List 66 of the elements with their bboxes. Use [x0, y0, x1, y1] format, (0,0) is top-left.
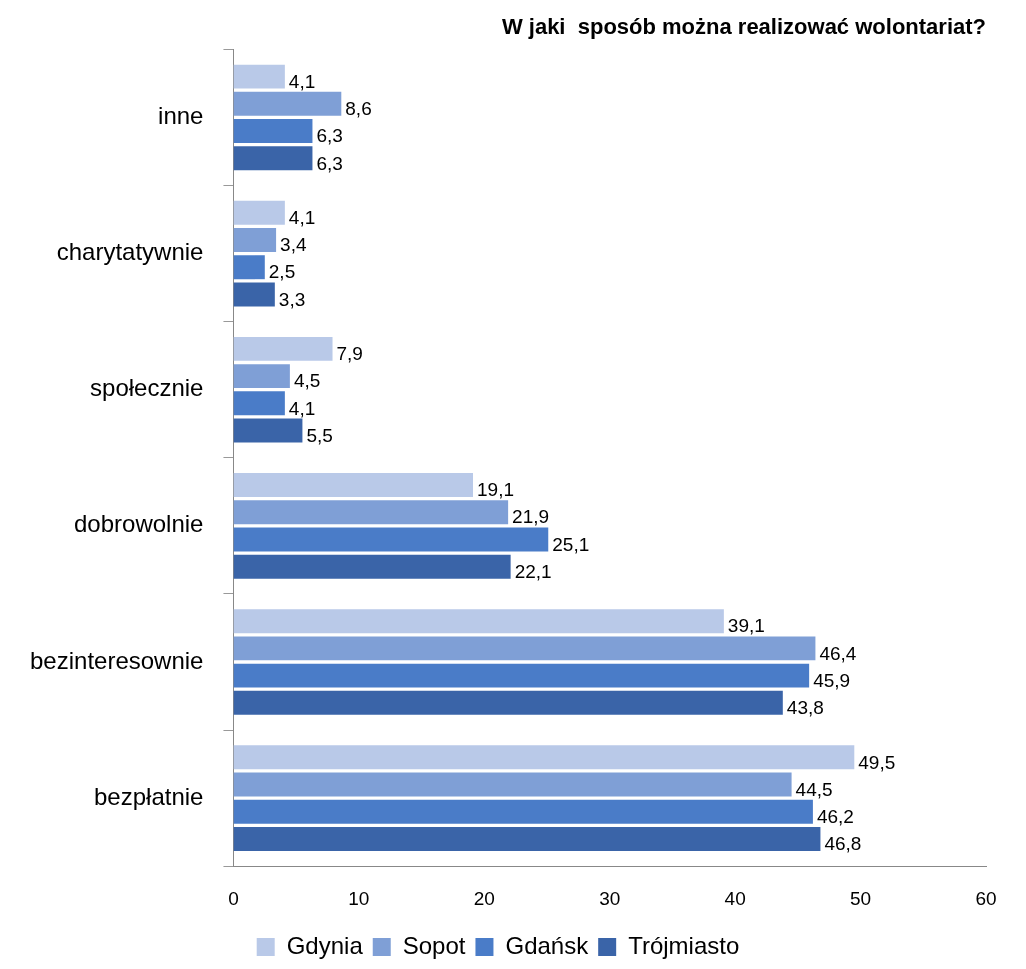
legend-label: Gdańsk — [505, 931, 590, 959]
data-label: 39,1 — [727, 615, 765, 637]
bar — [233, 146, 313, 171]
bar — [233, 91, 342, 116]
data-label: 7,9 — [336, 343, 363, 365]
x-tick-label: 50 — [850, 887, 872, 909]
bar — [233, 473, 473, 498]
bar — [233, 418, 303, 443]
bar — [233, 527, 549, 552]
data-label: 21,9 — [512, 506, 550, 528]
bar — [233, 255, 265, 280]
x-tick-label: 20 — [473, 887, 495, 909]
bar — [233, 772, 792, 797]
bar — [233, 500, 509, 525]
bar — [233, 826, 821, 851]
data-label: 22,1 — [514, 560, 552, 582]
data-label: 46,8 — [824, 833, 862, 855]
data-label: 4,5 — [293, 370, 321, 392]
data-label: 4,1 — [288, 397, 316, 419]
data-label: 3,4 — [280, 234, 307, 256]
bar — [233, 391, 285, 416]
y-tick-label: charytatywnie — [56, 238, 204, 266]
bar — [233, 690, 783, 715]
legend-label: Trójmiasto — [628, 931, 740, 959]
x-tick-label: 40 — [724, 887, 746, 909]
data-label: 19,1 — [477, 479, 514, 501]
x-tick-label: 10 — [348, 887, 370, 909]
x-tick-label: 30 — [599, 887, 621, 909]
data-label: 3,3 — [278, 288, 306, 310]
bar — [233, 119, 313, 144]
bar — [233, 228, 277, 252]
bar — [233, 663, 810, 688]
bar — [233, 636, 816, 661]
bar — [233, 554, 511, 579]
bar — [233, 200, 285, 225]
data-label: 25,1 — [552, 533, 590, 555]
data-label: 45,9 — [813, 669, 851, 691]
bar — [233, 282, 275, 307]
x-tick-label: 60 — [975, 887, 997, 909]
data-label: 2,5 — [268, 261, 296, 283]
data-label: 4,1 — [288, 70, 316, 92]
y-tick-label: inne — [158, 102, 204, 130]
data-label: 5,5 — [306, 424, 333, 446]
bar — [233, 64, 285, 89]
data-label: 46,2 — [816, 805, 854, 827]
data-label: 8,6 — [345, 98, 372, 120]
data-label: 43,8 — [786, 697, 824, 719]
y-tick-label: bezinteresownie — [30, 646, 204, 674]
y-tick-label: dobrowolnie — [74, 510, 204, 538]
bar — [233, 364, 290, 389]
chart-title: W jaki sposób można realizować wolontariat? — [501, 14, 986, 40]
data-label: 44,5 — [795, 778, 833, 800]
legend-label: Sopot — [402, 931, 466, 959]
bar — [233, 609, 724, 634]
y-tick-label: społecznie — [90, 374, 204, 402]
data-label: 6,3 — [316, 152, 343, 174]
data-label: 46,4 — [819, 642, 857, 664]
bar — [233, 799, 813, 824]
bar — [233, 745, 855, 770]
x-tick-label: 0 — [228, 887, 239, 909]
bar — [233, 336, 333, 361]
y-tick-label: bezpłatnie — [94, 782, 204, 810]
legend-label: Gdynia — [286, 931, 364, 959]
data-label: 4,1 — [288, 206, 316, 228]
data-label: 6,3 — [316, 125, 343, 147]
data-label: 49,5 — [858, 751, 896, 773]
